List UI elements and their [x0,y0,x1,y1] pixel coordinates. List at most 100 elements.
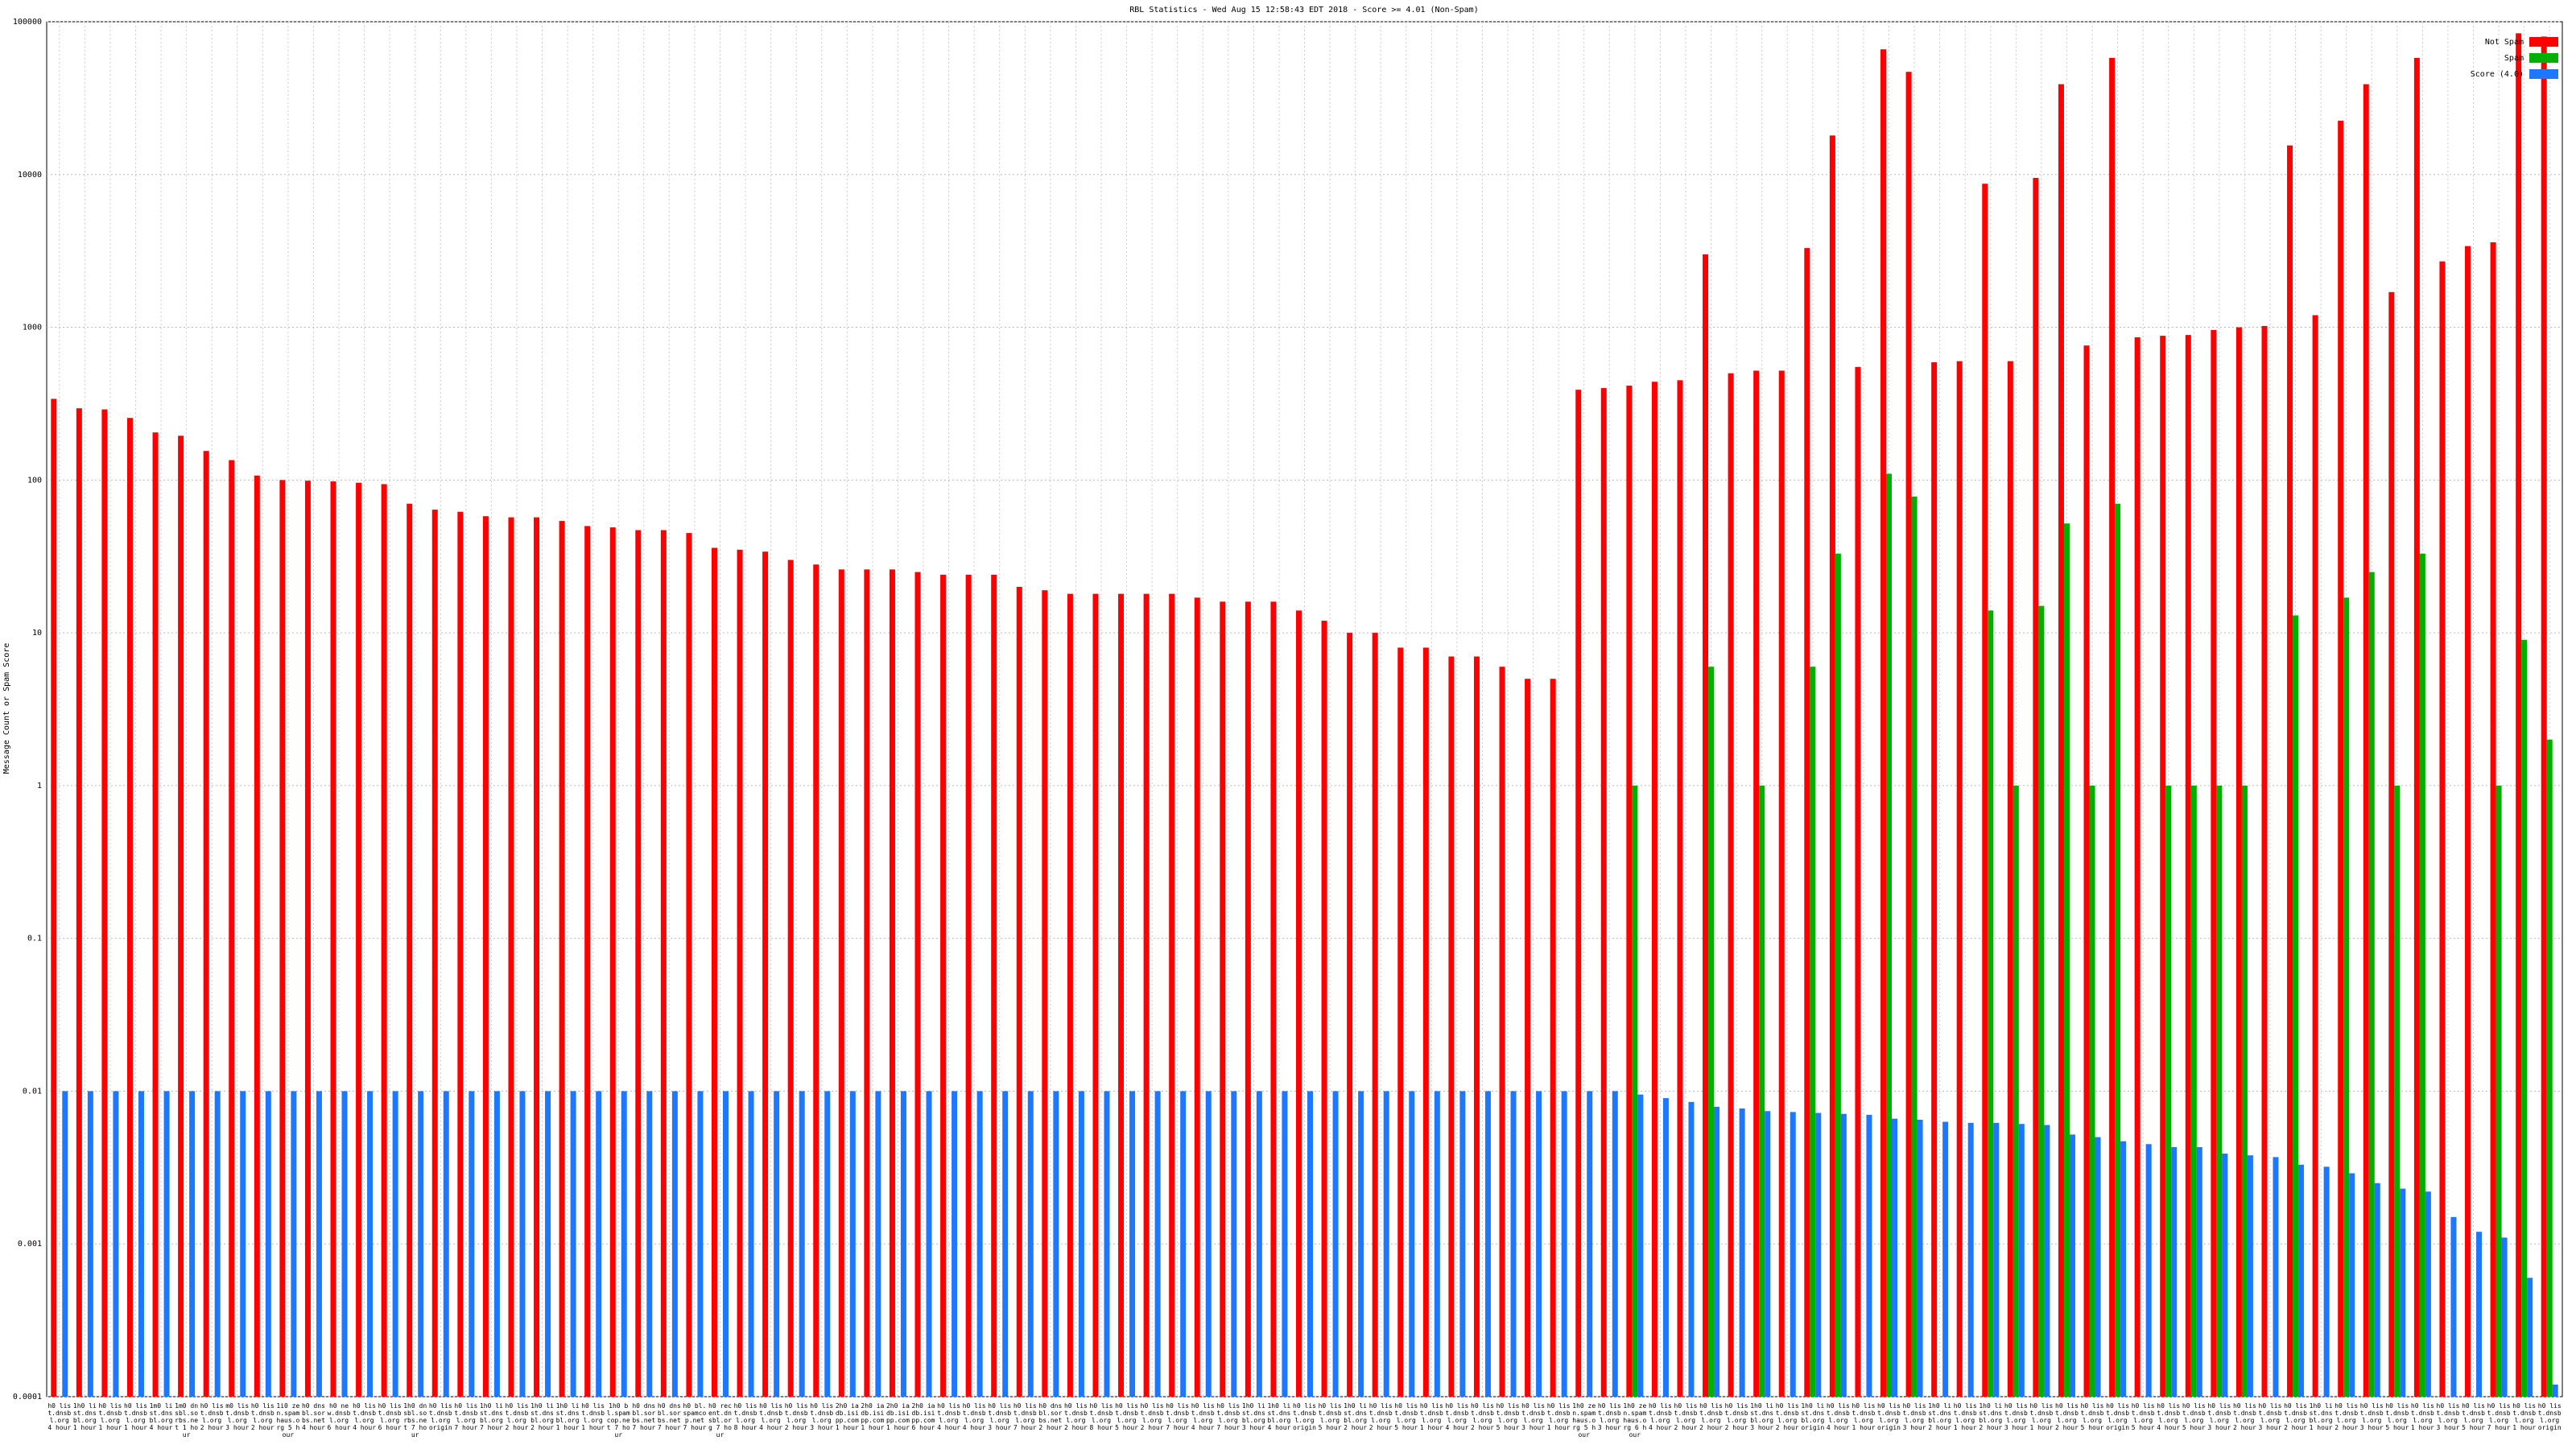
bar [1143,593,1150,1397]
x-tick-label: 1h0 list.dnsbl.org 1 hour [72,1402,97,1431]
bar [711,547,717,1397]
bar [1358,1091,1364,1397]
bar [265,1091,271,1397]
x-tick-label: 2h0 iadb.isipp.com 1 hour [861,1402,885,1431]
bar [2247,1155,2253,1397]
bar [1499,667,1505,1397]
bar [1829,135,1835,1397]
bar [952,1091,958,1397]
bar [1092,593,1099,1397]
bar [418,1091,424,1397]
bar [1993,1122,2000,1397]
bar [1956,361,1963,1397]
x-tick-label: h0 list.dnsbl.org 2 hour [1063,1402,1088,1431]
bar [2038,605,2045,1397]
x-tick-label: 1h0 list.dnsbl.org 3 hour [1241,1402,1265,1431]
x-tick-label: h0 list.dnsbl.org 3 hour [1521,1402,1546,1431]
bar [1231,1091,1237,1397]
x-tick-label: h0 list.dnsbl.org 3 hour [810,1402,834,1431]
bar [1651,382,1657,1397]
bar [1728,373,1734,1397]
bar [1815,1113,1822,1397]
bar [2273,1157,2279,1397]
bar [2363,84,2369,1397]
bar [1988,610,1994,1397]
x-tick-label: h0 list.dnsbl.org 7 hour [2487,1402,2511,1431]
bar [2033,178,2039,1397]
x-tick-label: h0 list.dnsbl.org origin [2537,1402,2562,1431]
bar [2222,1154,2228,1397]
x-tick-label: h0 dnsbl.sorbs.net 7 hour [632,1402,656,1431]
bar [1042,590,1048,1397]
bar [1917,1119,1923,1397]
chart-title: RBL Statistics - Wed Aug 15 12:58:43 EDT… [1129,6,1478,14]
bar [1383,1091,1389,1397]
x-tick-label: h0 list.dnsbl.org 6 hour [378,1402,402,1431]
bar [240,1091,246,1397]
bar [2216,785,2223,1397]
bar [1561,1091,1567,1397]
bar [1835,553,1841,1397]
x-tick-label: 1h0 list.dnsbl.org 1 hour [2309,1402,2333,1431]
bar [1118,593,1125,1397]
bar [1282,1091,1288,1397]
bar [889,569,895,1397]
x-tick-label: h0 bl.spamcop.net 7 hour [683,1402,707,1431]
bar [508,517,514,1397]
x-tick-label: h0 dnsbl.sorbs.net 2 hour [1038,1402,1063,1431]
bar [1332,1091,1339,1397]
bar [1473,656,1480,1397]
x-tick-label: 1h0 zen.spamhaus.org 5 hour [1572,1402,1596,1439]
x-tick-label: 1h0 list.dnsbl.org 2 hour [530,1402,554,1431]
legend-label: Score (4.0) [2471,70,2524,79]
y-tick-label: 100 [27,476,42,485]
x-tick-label: h0 list.dnsbl.org 3 hour [2207,1402,2231,1431]
bar [469,1091,475,1397]
x-tick-label: h0 list.dnsbl.org 2 hour [1699,1402,1723,1431]
x-tick-label: h0 list.dnsbl.org 2 hour [2334,1402,2359,1431]
bar [2083,345,2090,1397]
x-tick-label: 1h0 list.dnsbl.org 2 hour [1344,1402,1368,1431]
bar [1296,610,1302,1397]
bar [1220,601,1226,1397]
x-tick-label: h0 list.dnsbl.org 3 hour [1902,1402,1926,1431]
legend-label: Not Spam [2485,38,2524,47]
x-tick-label: 1h0 list.dnsbl.org origin [1801,1402,1825,1431]
bar [799,1091,805,1397]
bar [2546,739,2553,1397]
bar [113,1091,119,1397]
x-tick-label: 1h0 zen.spamhaus.org 6 hour [1623,1402,1647,1439]
x-tick-label: h0 list.dnsbl.org 1 hour [581,1402,605,1431]
bar [2450,1216,2457,1397]
bar [1942,1121,1949,1397]
x-tick-label: 1h0 list.dnsbl.org 2 hour [1979,1402,2003,1431]
x-tick-label: h0 list.dnsbl.org 4 hour [47,1402,72,1431]
bar [1245,601,1251,1397]
x-tick-label: h0 list.dnsbl.org 5 hour [2462,1402,2485,1431]
bar [1855,366,1861,1397]
bar [2388,291,2395,1397]
x-tick-label: 1h0 list.dnsbl.org 3 hour [1750,1402,1774,1431]
bar [838,569,844,1397]
bar [584,526,591,1397]
bar [1434,1091,1440,1397]
bar [1778,370,1785,1397]
bar [1575,390,1582,1397]
x-tick-label: 1h0 dnsbl.sorbs.net 7 hour [403,1402,427,1439]
bar [51,398,57,1397]
bar [774,1091,780,1397]
x-tick-label: h0 list.dnsbl.org 1 hour [2410,1402,2434,1431]
bar [2476,1232,2483,1397]
bar [2261,325,2268,1397]
bar [1688,1101,1695,1397]
bar [1205,1091,1212,1397]
bar [2552,1384,2558,1397]
bar [126,418,133,1397]
bar [875,1091,881,1397]
bar [2165,785,2172,1397]
x-tick-label: h0 list.dnsbl.org 5 hour [2385,1402,2409,1431]
bar [163,1091,170,1397]
legend-swatch [2529,53,2558,63]
x-tick-label: h0 list.dnsbl.org 4 hour [1191,1402,1215,1431]
bar [316,1091,322,1397]
